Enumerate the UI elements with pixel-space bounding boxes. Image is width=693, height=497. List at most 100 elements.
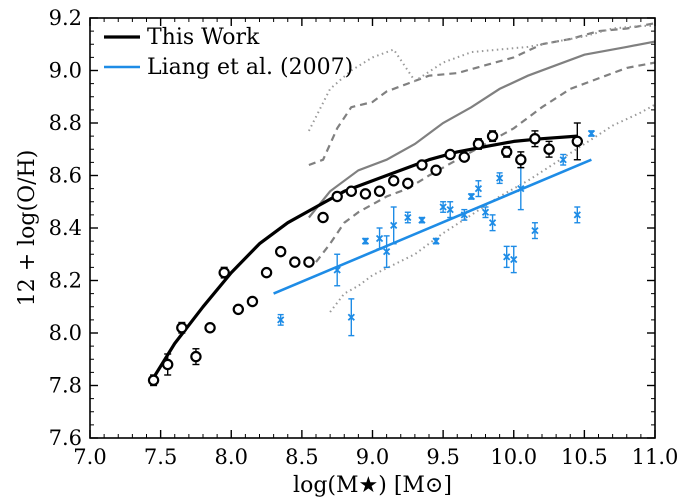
- y-axis-title: 12 + log(O/H): [15, 150, 40, 307]
- liang-point: [495, 172, 504, 185]
- this-work-circle-marker: [373, 185, 386, 197]
- this-work-circle-marker: [161, 358, 174, 371]
- this-work-point: [571, 122, 584, 161]
- this-work-circle-marker: [331, 190, 343, 203]
- liang-point: [277, 313, 285, 326]
- legend: This Work Liang et al. (2007): [104, 25, 353, 80]
- this-work-point: [331, 190, 343, 203]
- this-work-point: [176, 321, 188, 334]
- liang-point: [467, 192, 476, 201]
- x-tick-label: 7.0: [73, 445, 106, 469]
- liang-point: [510, 245, 518, 274]
- this-work-point: [416, 159, 428, 171]
- this-work-point: [402, 177, 414, 190]
- this-work-circle-marker: [402, 177, 414, 190]
- x-tick-label: 10.0: [490, 445, 537, 469]
- liang-point: [531, 222, 539, 240]
- x-tick-label: 8.0: [215, 445, 248, 469]
- this-work-circle-marker: [444, 148, 456, 161]
- liang-x-marker: [517, 184, 525, 193]
- y-tick-label: 8.4: [49, 216, 82, 240]
- this-work-point: [190, 348, 202, 366]
- this-work-circle-marker: [430, 164, 442, 176]
- liang-point: [382, 235, 391, 269]
- this-work-point: [486, 130, 499, 143]
- x-axis-title: log(M★) [M⊙]: [293, 473, 452, 497]
- this-work-point: [430, 164, 442, 176]
- x-tick-label: 9.5: [426, 445, 459, 469]
- liang-point: [375, 227, 384, 250]
- liang-x-marker: [573, 211, 581, 219]
- liang-point: [390, 206, 398, 245]
- liang-x-marker: [390, 221, 398, 230]
- y-tick-label: 7.8: [49, 374, 82, 398]
- x-tick-label: 11.0: [632, 445, 679, 469]
- this-work-circle-marker: [543, 143, 555, 155]
- this-work-point: [373, 185, 386, 197]
- this-work-circle-marker: [529, 133, 541, 145]
- this-work-point: [303, 256, 315, 268]
- grey-dashed-upper-curve: [308, 22, 656, 167]
- liang-point: [446, 201, 454, 219]
- this-work-fit-line: [152, 134, 578, 379]
- this-work-circle-marker: [147, 374, 160, 386]
- liang-x-marker: [375, 234, 384, 243]
- grey-dashed-lower-curve: [315, 61, 656, 263]
- liang-x-marker: [418, 216, 426, 224]
- liang-x-marker: [347, 313, 355, 321]
- this-work-point: [232, 303, 245, 316]
- this-work-circle-marker: [500, 146, 513, 158]
- liang-point: [488, 214, 497, 232]
- liang-point: [333, 253, 341, 287]
- liang-point: [439, 201, 447, 213]
- this-work-circle-marker: [486, 130, 499, 142]
- liang-x-marker: [559, 156, 567, 164]
- liang-x-marker: [439, 203, 447, 211]
- this-work-point: [260, 266, 273, 279]
- liang-x-marker: [474, 184, 483, 193]
- this-work-circle-marker: [387, 175, 400, 187]
- this-work-point: [218, 266, 230, 279]
- legend-label-0: This Work: [147, 25, 260, 50]
- grey-solid-curve: [308, 40, 656, 219]
- plot-frame: [89, 17, 656, 439]
- x-tick-label: 7.5: [144, 445, 177, 469]
- this-work-circle-marker: [289, 256, 301, 268]
- y-tick-label: 9.0: [49, 59, 82, 83]
- liang-point: [573, 206, 581, 224]
- this-work-circle-marker: [345, 185, 358, 197]
- liang-point: [481, 206, 490, 219]
- liang-point: [517, 166, 525, 211]
- liang-x-marker: [432, 237, 440, 245]
- liang-fit-line: [273, 158, 592, 295]
- this-work-point: [161, 353, 174, 376]
- liang-x-marker: [277, 316, 285, 324]
- liang-x-marker: [495, 174, 504, 182]
- this-work-point: [387, 175, 400, 187]
- this-work-circle-marker: [232, 303, 245, 316]
- this-work-point: [529, 130, 541, 148]
- this-work-point: [472, 138, 485, 150]
- this-work-circle-marker: [176, 322, 188, 334]
- liang-point: [418, 216, 426, 224]
- grey-dotted-upper-curve: [308, 24, 655, 132]
- this-work-circle-marker: [246, 295, 259, 308]
- liang-x-marker: [488, 219, 497, 227]
- liang-x-marker: [361, 237, 370, 245]
- liang-point: [404, 211, 412, 224]
- this-work-circle-marker: [359, 188, 372, 200]
- this-work-point: [515, 151, 527, 169]
- liang-x-marker: [510, 255, 518, 264]
- y-tick-label: 8.6: [49, 164, 82, 188]
- liang-x-marker: [446, 205, 454, 214]
- this-work-circle-marker: [571, 135, 584, 148]
- legend-label-1: Liang et al. (2007): [147, 55, 353, 80]
- this-work-point: [274, 245, 287, 258]
- grey-dotted-lower-curve: [329, 103, 656, 313]
- liang-point: [587, 129, 596, 138]
- y-tick-label: 8.2: [49, 269, 82, 293]
- this-work-point: [500, 145, 513, 158]
- liang-x-marker: [587, 129, 596, 138]
- liang-x-marker: [481, 208, 490, 216]
